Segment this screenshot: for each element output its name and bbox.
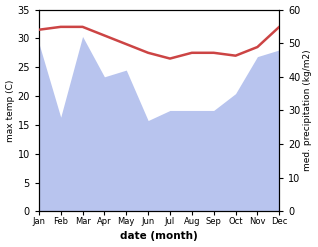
X-axis label: date (month): date (month) [120,231,198,242]
Y-axis label: med. precipitation (kg/m2): med. precipitation (kg/m2) [303,50,313,171]
Y-axis label: max temp (C): max temp (C) [5,79,15,142]
